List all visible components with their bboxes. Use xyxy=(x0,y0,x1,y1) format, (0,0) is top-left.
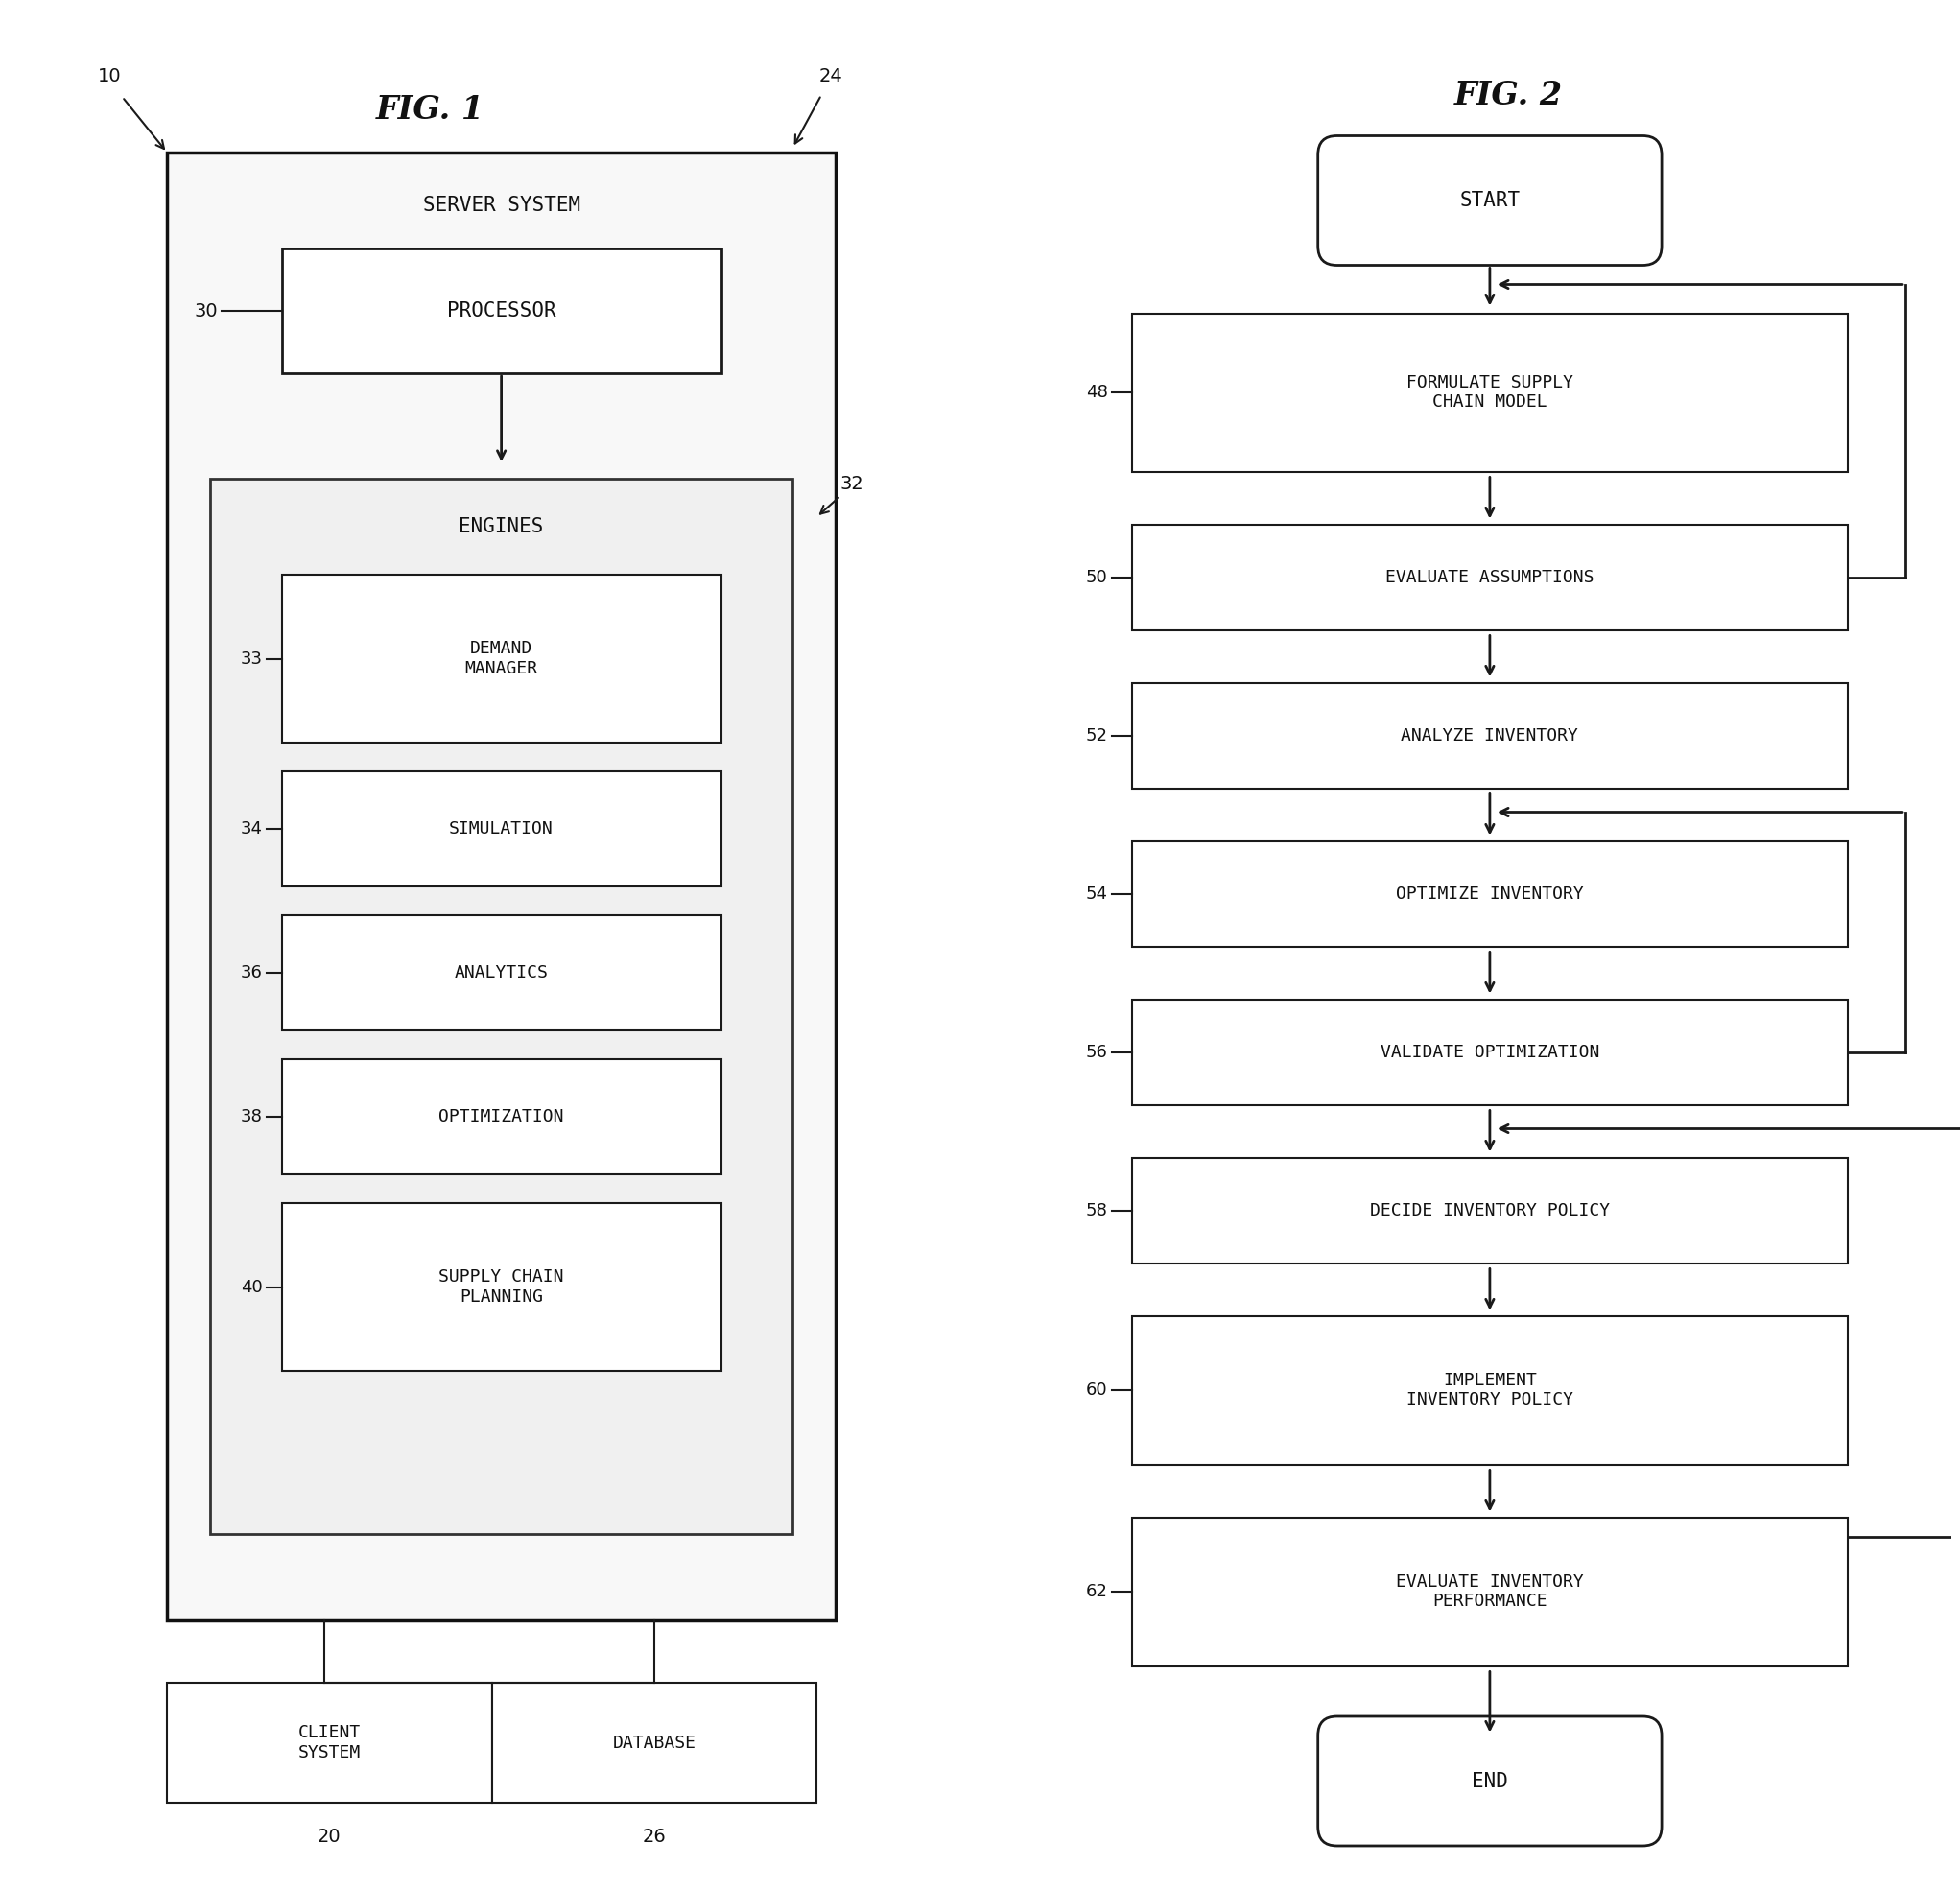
Text: OPTIMIZE INVENTORY: OPTIMIZE INVENTORY xyxy=(1396,886,1584,903)
Text: 48: 48 xyxy=(1086,383,1107,400)
Text: CLIENT
SYSTEM: CLIENT SYSTEM xyxy=(298,1725,361,1761)
Text: ANALYZE INVENTORY: ANALYZE INVENTORY xyxy=(1401,727,1578,744)
Text: START: START xyxy=(1460,191,1521,210)
Text: SERVER SYSTEM: SERVER SYSTEM xyxy=(423,196,580,215)
FancyBboxPatch shape xyxy=(282,249,721,374)
FancyBboxPatch shape xyxy=(1131,314,1848,472)
Text: SIMULATION: SIMULATION xyxy=(449,820,553,837)
FancyBboxPatch shape xyxy=(1131,1158,1848,1264)
Text: 10: 10 xyxy=(98,66,122,85)
Text: 56: 56 xyxy=(1086,1043,1107,1060)
Text: 52: 52 xyxy=(1086,727,1107,744)
FancyBboxPatch shape xyxy=(282,1060,721,1175)
Text: 38: 38 xyxy=(241,1109,263,1126)
FancyBboxPatch shape xyxy=(210,478,792,1534)
Text: 60: 60 xyxy=(1086,1381,1107,1398)
FancyBboxPatch shape xyxy=(282,574,721,742)
Text: DEMAND
MANAGER: DEMAND MANAGER xyxy=(465,640,537,678)
Text: 36: 36 xyxy=(241,963,263,982)
Text: OPTIMIZATION: OPTIMIZATION xyxy=(439,1109,564,1126)
Text: 58: 58 xyxy=(1086,1201,1107,1218)
Text: 30: 30 xyxy=(194,302,218,319)
Text: ANALYTICS: ANALYTICS xyxy=(455,963,549,982)
FancyBboxPatch shape xyxy=(282,916,721,1030)
Text: VALIDATE OPTIMIZATION: VALIDATE OPTIMIZATION xyxy=(1380,1043,1599,1060)
Text: ENGINES: ENGINES xyxy=(459,518,543,536)
Text: 20: 20 xyxy=(318,1827,341,1846)
Text: IMPLEMENT
INVENTORY POLICY: IMPLEMENT INVENTORY POLICY xyxy=(1407,1371,1574,1409)
Text: FIG. 2: FIG. 2 xyxy=(1454,79,1564,111)
Text: PROCESSOR: PROCESSOR xyxy=(447,300,557,321)
FancyBboxPatch shape xyxy=(1131,999,1848,1105)
FancyBboxPatch shape xyxy=(492,1683,817,1802)
Text: FORMULATE SUPPLY
CHAIN MODEL: FORMULATE SUPPLY CHAIN MODEL xyxy=(1407,374,1574,412)
FancyBboxPatch shape xyxy=(1317,1717,1662,1846)
FancyBboxPatch shape xyxy=(1131,682,1848,788)
FancyBboxPatch shape xyxy=(282,771,721,886)
Text: 50: 50 xyxy=(1086,569,1107,586)
Text: END: END xyxy=(1472,1772,1507,1791)
FancyBboxPatch shape xyxy=(1131,1317,1848,1464)
FancyBboxPatch shape xyxy=(1317,136,1662,264)
FancyBboxPatch shape xyxy=(167,153,835,1621)
Text: DATABASE: DATABASE xyxy=(612,1734,696,1751)
FancyBboxPatch shape xyxy=(1131,525,1848,629)
Text: 24: 24 xyxy=(819,66,843,85)
Text: SUPPLY CHAIN
PLANNING: SUPPLY CHAIN PLANNING xyxy=(439,1268,564,1305)
Text: EVALUATE ASSUMPTIONS: EVALUATE ASSUMPTIONS xyxy=(1386,569,1593,586)
Text: 54: 54 xyxy=(1086,886,1107,903)
Text: 32: 32 xyxy=(841,474,864,493)
Text: 26: 26 xyxy=(643,1827,666,1846)
Text: 34: 34 xyxy=(241,820,263,837)
FancyBboxPatch shape xyxy=(1131,1517,1848,1666)
FancyBboxPatch shape xyxy=(1131,841,1848,946)
Text: 33: 33 xyxy=(241,650,263,667)
Text: FIG. 1: FIG. 1 xyxy=(376,94,484,125)
Text: EVALUATE INVENTORY
PERFORMANCE: EVALUATE INVENTORY PERFORMANCE xyxy=(1396,1574,1584,1609)
FancyBboxPatch shape xyxy=(282,1203,721,1371)
FancyBboxPatch shape xyxy=(167,1683,492,1802)
Text: 62: 62 xyxy=(1086,1583,1107,1600)
Text: DECIDE INVENTORY POLICY: DECIDE INVENTORY POLICY xyxy=(1370,1201,1609,1218)
Text: 40: 40 xyxy=(241,1279,263,1296)
